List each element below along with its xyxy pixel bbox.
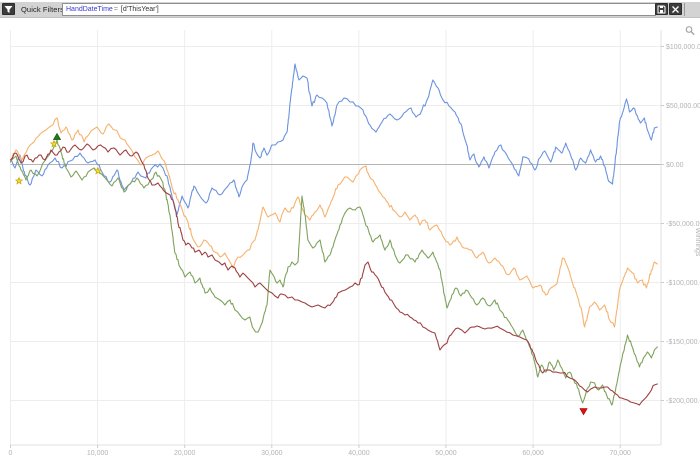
x-axis-label: 30,000 <box>261 450 283 457</box>
x-axis-label: 50,000 <box>435 450 457 457</box>
x-axis-label: 40,000 <box>348 450 370 457</box>
y-axis-label: -$100,000.00 <box>666 280 700 287</box>
zoom-icon[interactable] <box>685 26 695 36</box>
y-axis-label: $50,000.00 <box>666 103 700 110</box>
star-marker <box>49 139 59 148</box>
x-axis-label: 20,000 <box>174 450 196 457</box>
x-axis-label: 0 <box>9 450 13 457</box>
y-axis-label: $0.00 <box>666 162 684 169</box>
quick-filters-label: Quick Filters <box>21 5 64 14</box>
clear-icon <box>671 2 680 17</box>
series-green-line <box>9 139 658 406</box>
series-dark-red-line <box>9 143 658 406</box>
clear-filter-button[interactable] <box>669 3 682 15</box>
filter-value: [d'ThisYear'] <box>120 6 159 13</box>
x-axis-label: 60,000 <box>522 450 544 457</box>
filter-operator: = <box>113 6 118 13</box>
y-axis-title: Winnings <box>694 228 700 257</box>
y-axis-label: -$50,000.00 <box>666 221 700 228</box>
max-triangle-up-marker <box>52 132 62 140</box>
y-axis-label: $100,000.00 <box>666 44 700 51</box>
y-axis-label: -$150,000.00 <box>666 339 700 346</box>
toolbar-separator <box>684 3 685 16</box>
min-triangle-down-marker <box>579 408 588 416</box>
series-orange-line <box>9 117 658 328</box>
x-axis-label: 70,000 <box>609 450 631 457</box>
save-filter-button[interactable] <box>655 3 668 15</box>
y-axis-label: -$200,000.00 <box>666 398 700 405</box>
series-blue-line <box>9 63 658 216</box>
save-icon <box>657 2 666 17</box>
star-marker <box>14 176 24 185</box>
filter-field-name: HandDateTime <box>66 6 113 13</box>
x-axis-label: 10,000 <box>87 450 109 457</box>
quick-filter-menu-button[interactable] <box>2 3 15 15</box>
filter-expression-input[interactable]: HandDateTime= [d'ThisYear'] <box>62 3 656 16</box>
star-marker <box>93 166 103 175</box>
funnel-icon <box>4 2 13 17</box>
quick-filters-bar: Quick Filters HandDateTime= [d'ThisYear'] <box>0 2 700 18</box>
